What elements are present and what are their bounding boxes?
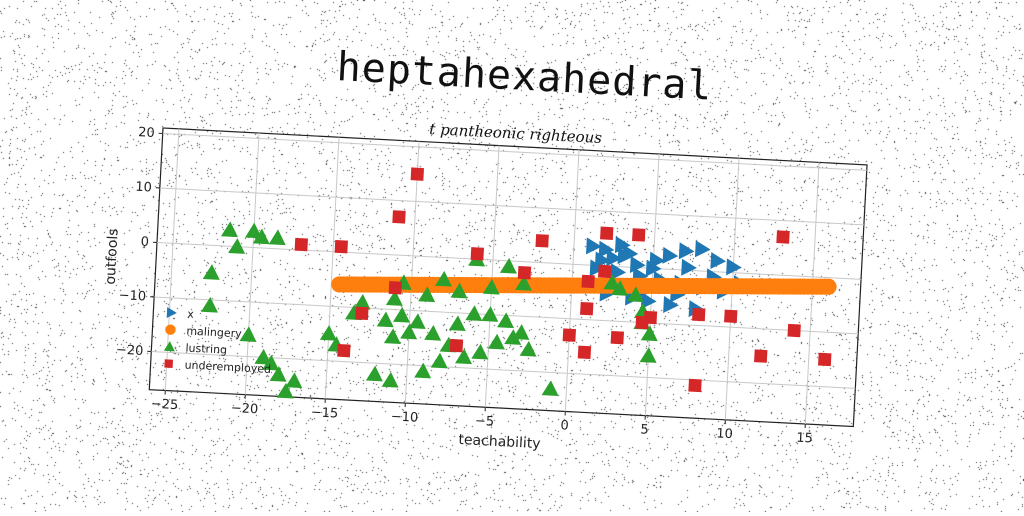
series-lustring-point bbox=[481, 306, 499, 322]
grid-line-x bbox=[485, 146, 499, 408]
y-tick-label: 0 bbox=[140, 235, 149, 250]
legend-underemployed-marker bbox=[164, 359, 173, 368]
legend-x-marker bbox=[167, 307, 177, 319]
legend-malingery-label: malingery bbox=[186, 325, 242, 341]
series-lustring-point bbox=[285, 372, 303, 388]
legend-x-label: x bbox=[187, 308, 195, 321]
series-lustring-point bbox=[366, 365, 384, 381]
y-tick-label: −10 bbox=[118, 288, 146, 304]
series-underemployed-point bbox=[578, 346, 591, 359]
series-lustring-point bbox=[449, 315, 467, 331]
x-tick-label: 10 bbox=[716, 426, 733, 442]
grid-line-x bbox=[325, 137, 339, 399]
series-underemployed-point bbox=[600, 227, 613, 240]
series-underemployed-point bbox=[411, 167, 424, 180]
series-underemployed-point bbox=[787, 324, 800, 337]
series-lustring-point bbox=[409, 313, 427, 329]
series-underemployed-point bbox=[355, 307, 368, 320]
series-underemployed-point bbox=[389, 281, 402, 294]
series-lustring-point bbox=[384, 328, 402, 344]
series-lustring-point bbox=[424, 325, 442, 341]
series-underemployed-point bbox=[563, 328, 576, 341]
series-lustring-point bbox=[465, 305, 483, 321]
series-lustring-point bbox=[471, 343, 489, 359]
x-tick-label: −20 bbox=[230, 401, 258, 417]
series-underemployed-point bbox=[776, 230, 789, 243]
series-lustring-point bbox=[320, 325, 338, 341]
series-lustring-point bbox=[203, 264, 221, 280]
grid-line-y bbox=[160, 188, 864, 225]
legend-lustring-label: lustring bbox=[185, 341, 227, 356]
series-underemployed-point bbox=[335, 240, 348, 253]
x-tick-label: 5 bbox=[640, 422, 649, 437]
series-lustring-point bbox=[520, 340, 538, 356]
series-lustring-point bbox=[431, 352, 449, 368]
series-underemployed-point bbox=[580, 302, 593, 315]
series-underemployed-point bbox=[450, 339, 463, 352]
series-lustring-point bbox=[377, 311, 395, 327]
series-x-point bbox=[710, 252, 726, 270]
series-underemployed-point bbox=[754, 349, 767, 362]
legend-lustring-marker bbox=[164, 341, 176, 351]
series-x-point bbox=[663, 247, 679, 265]
x-tick-label: 0 bbox=[560, 418, 569, 433]
y-tick-label: −20 bbox=[115, 343, 143, 359]
y-tick-label: 20 bbox=[138, 125, 155, 141]
data-marks bbox=[197, 157, 842, 427]
series-lustring-point bbox=[500, 257, 518, 273]
series-lustring-point bbox=[201, 296, 219, 312]
series-underemployed-point bbox=[688, 379, 701, 392]
y-axis-label: outfools bbox=[103, 228, 122, 285]
series-underemployed-point bbox=[295, 238, 308, 251]
grid-line-x bbox=[245, 133, 259, 395]
series-underemployed-point bbox=[632, 228, 645, 241]
grid-line-x bbox=[165, 129, 179, 391]
x-tick-label: 15 bbox=[796, 431, 813, 447]
series-x-point bbox=[681, 259, 697, 277]
series-lustring-point bbox=[542, 380, 560, 396]
series-underemployed-point bbox=[471, 247, 484, 260]
series-lustring-point bbox=[382, 371, 400, 387]
x-tick-label: −5 bbox=[475, 414, 495, 430]
series-lustring-point bbox=[414, 362, 432, 378]
series-lustring-point bbox=[393, 306, 411, 322]
series-lustring-point bbox=[488, 333, 506, 349]
series-lustring-point bbox=[240, 326, 258, 342]
series-underemployed-point bbox=[818, 353, 831, 366]
series-x-point bbox=[695, 240, 711, 258]
series-underemployed-point bbox=[724, 310, 737, 323]
series-lustring-point bbox=[497, 312, 515, 328]
series-lustring-point bbox=[221, 221, 239, 237]
series-underemployed-point bbox=[598, 265, 611, 278]
x-tick-label: −15 bbox=[310, 405, 338, 421]
series-underemployed-point bbox=[692, 308, 705, 321]
series-underemployed-point bbox=[337, 344, 350, 357]
series-lustring-point bbox=[228, 238, 246, 254]
series-underemployed-point bbox=[518, 266, 531, 279]
series-underemployed-point bbox=[611, 331, 624, 344]
series-underemployed-point bbox=[392, 210, 405, 223]
x-tick-label: −25 bbox=[150, 397, 178, 413]
series-underemployed-point bbox=[635, 316, 648, 329]
series-underemployed-point bbox=[581, 275, 594, 288]
legend-malingery-marker bbox=[165, 324, 176, 335]
series-x-point bbox=[679, 242, 695, 260]
series-lustring-point bbox=[269, 229, 287, 245]
x-tick-label: −10 bbox=[390, 409, 418, 425]
y-tick-label: 10 bbox=[135, 180, 152, 196]
grid-line-x bbox=[405, 141, 419, 403]
series-underemployed-point bbox=[535, 234, 548, 247]
series-lustring-point bbox=[640, 347, 658, 363]
x-axis-label: teachability bbox=[458, 432, 541, 452]
